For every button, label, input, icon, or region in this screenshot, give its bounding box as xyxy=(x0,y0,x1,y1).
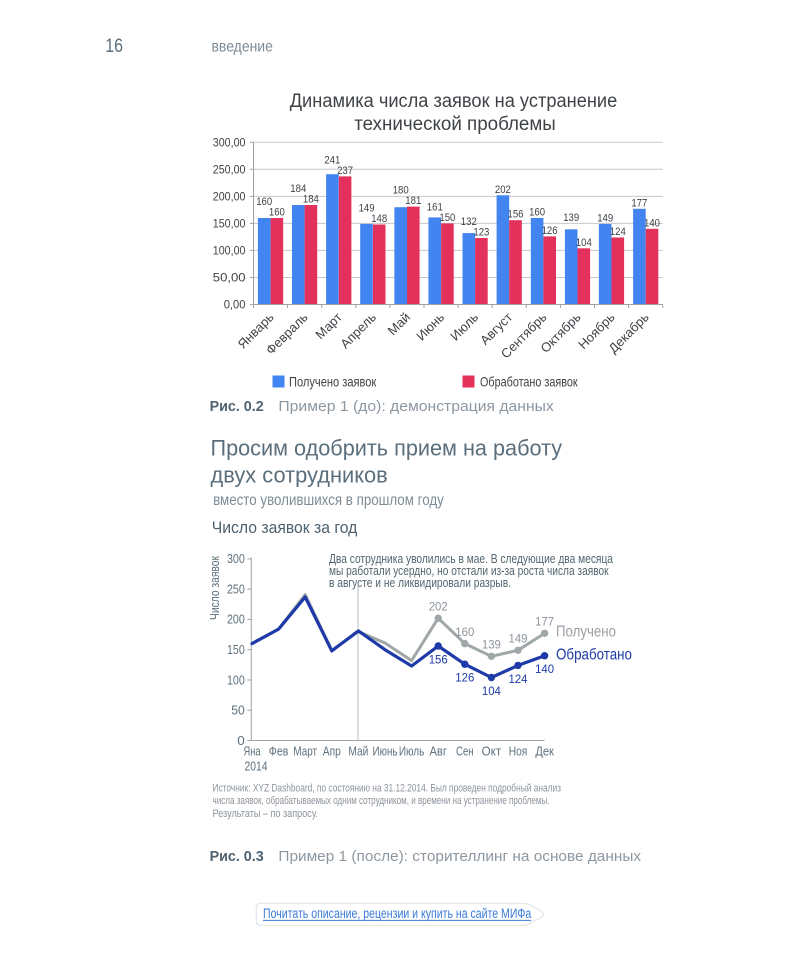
svg-text:149: 149 xyxy=(509,632,528,646)
svg-text:Результаты – по запросу.: Результаты – по запросу. xyxy=(213,808,319,820)
svg-text:181: 181 xyxy=(405,195,421,207)
svg-text:177: 177 xyxy=(535,615,554,629)
svg-text:241: 241 xyxy=(324,154,340,166)
svg-text:126: 126 xyxy=(455,671,474,685)
svg-text:150,00: 150,00 xyxy=(213,218,246,230)
svg-text:50,00: 50,00 xyxy=(213,272,246,284)
svg-text:Ноя: Ноя xyxy=(509,745,528,759)
svg-text:139: 139 xyxy=(482,638,501,652)
svg-text:300: 300 xyxy=(227,552,245,566)
svg-text:технической проблемы: технической проблемы xyxy=(354,114,556,135)
svg-text:Обработано заявок: Обработано заявок xyxy=(480,374,578,390)
svg-text:123: 123 xyxy=(473,227,489,239)
svg-text:Июль: Июль xyxy=(399,745,425,759)
svg-text:160: 160 xyxy=(455,625,474,639)
svg-text:Рис. 0.2: Рис. 0.2 xyxy=(210,399,264,415)
svg-text:Почитать описание, рецензии и: Почитать описание, рецензии и купить на … xyxy=(263,906,532,921)
svg-text:237: 237 xyxy=(337,165,353,177)
svg-text:Получено заявок: Получено заявок xyxy=(289,374,377,390)
svg-text:Яна: Яна xyxy=(244,745,261,759)
svg-text:160: 160 xyxy=(529,207,545,219)
svg-text:148: 148 xyxy=(371,213,387,225)
svg-text:50: 50 xyxy=(231,704,245,718)
svg-text:139: 139 xyxy=(563,212,579,224)
svg-text:150: 150 xyxy=(439,212,455,224)
svg-text:Июнь: Июнь xyxy=(373,745,398,759)
svg-text:104: 104 xyxy=(482,684,501,698)
svg-text:250: 250 xyxy=(227,582,245,596)
svg-text:156: 156 xyxy=(508,209,524,221)
svg-text:140: 140 xyxy=(535,662,554,676)
svg-text:200,00: 200,00 xyxy=(213,191,246,203)
svg-text:Май: Май xyxy=(348,745,368,759)
svg-text:Июль: Июль xyxy=(447,309,481,343)
svg-text:Фев: Фев xyxy=(269,745,289,759)
svg-text:Пример 1 (до): демонстрация да: Пример 1 (до): демонстрация данных xyxy=(278,398,554,415)
svg-text:Апрель: Апрель xyxy=(337,309,379,351)
svg-text:250,00: 250,00 xyxy=(213,164,246,176)
svg-text:300,00: 300,00 xyxy=(213,137,246,149)
svg-text:Источник: XYZ Dashboard, по со: Источник: XYZ Dashboard, по состоянию на… xyxy=(213,783,562,795)
svg-text:числа заявок, обрабатываемых о: числа заявок, обрабатываемых одним сотру… xyxy=(213,795,550,807)
svg-text:0: 0 xyxy=(237,734,245,748)
svg-text:Динамика числа заявок на устра: Динамика числа заявок на устранение xyxy=(290,91,618,112)
svg-text:124: 124 xyxy=(509,672,528,686)
svg-text:180: 180 xyxy=(393,185,409,197)
svg-text:150: 150 xyxy=(227,643,245,657)
svg-text:149: 149 xyxy=(597,212,613,224)
svg-text:160: 160 xyxy=(256,196,272,208)
svg-text:126: 126 xyxy=(542,225,558,237)
svg-text:177: 177 xyxy=(631,197,647,209)
svg-text:16: 16 xyxy=(105,36,123,57)
svg-text:Авг: Авг xyxy=(429,745,447,759)
svg-text:202: 202 xyxy=(429,599,448,613)
svg-text:124: 124 xyxy=(610,226,626,238)
svg-text:Обработано: Обработано xyxy=(556,647,632,664)
svg-text:Дек: Дек xyxy=(535,745,554,759)
svg-text:Просим одобрить прием на работ: Просим одобрить прием на работу xyxy=(211,435,563,460)
svg-text:149: 149 xyxy=(359,203,375,215)
svg-text:Июнь: Июнь xyxy=(413,309,447,343)
svg-text:Окт: Окт xyxy=(482,745,502,759)
svg-text:202: 202 xyxy=(495,184,511,196)
svg-text:введение: введение xyxy=(212,39,273,56)
svg-text:184: 184 xyxy=(303,194,319,206)
svg-text:двух сотрудников: двух сотрудников xyxy=(211,463,388,488)
svg-text:200: 200 xyxy=(227,613,245,627)
svg-text:Два сотрудника уволились в мае: Два сотрудника уволились в мае. В следую… xyxy=(329,552,613,566)
svg-text:184: 184 xyxy=(290,183,306,195)
svg-text:Май: Май xyxy=(385,310,414,339)
svg-text:100: 100 xyxy=(227,673,245,687)
svg-text:2014: 2014 xyxy=(245,760,268,774)
svg-text:вместо уволившихся в прошлом г: вместо уволившихся в прошлом году xyxy=(213,492,444,509)
svg-text:Рис. 0.3: Рис. 0.3 xyxy=(210,849,264,865)
svg-text:140: 140 xyxy=(644,217,660,229)
svg-text:161: 161 xyxy=(427,201,443,213)
svg-text:Апр: Апр xyxy=(323,745,341,759)
svg-text:Число заявок за год: Число заявок за год xyxy=(212,518,358,537)
svg-text:Пример 1 (после): сторителлинг: Пример 1 (после): сторителлинг на основе… xyxy=(278,848,641,865)
svg-text:104: 104 xyxy=(576,237,592,249)
svg-text:Март: Март xyxy=(293,745,317,759)
svg-text:0,00: 0,00 xyxy=(224,300,246,312)
svg-text:Сен: Сен xyxy=(456,745,474,759)
svg-text:132: 132 xyxy=(461,216,477,228)
svg-text:156: 156 xyxy=(429,652,448,666)
svg-text:Получено: Получено xyxy=(556,624,616,641)
svg-text:160: 160 xyxy=(269,207,285,219)
svg-text:100,00: 100,00 xyxy=(213,245,246,257)
svg-text:в августе и не ликвидировали р: в августе и не ликвидировали разрыв. xyxy=(329,576,511,590)
svg-text:Число заявок: Число заявок xyxy=(208,556,222,620)
svg-text:мы работали усердно, но отстал: мы работали усердно, но отстали из-за ро… xyxy=(329,564,609,578)
